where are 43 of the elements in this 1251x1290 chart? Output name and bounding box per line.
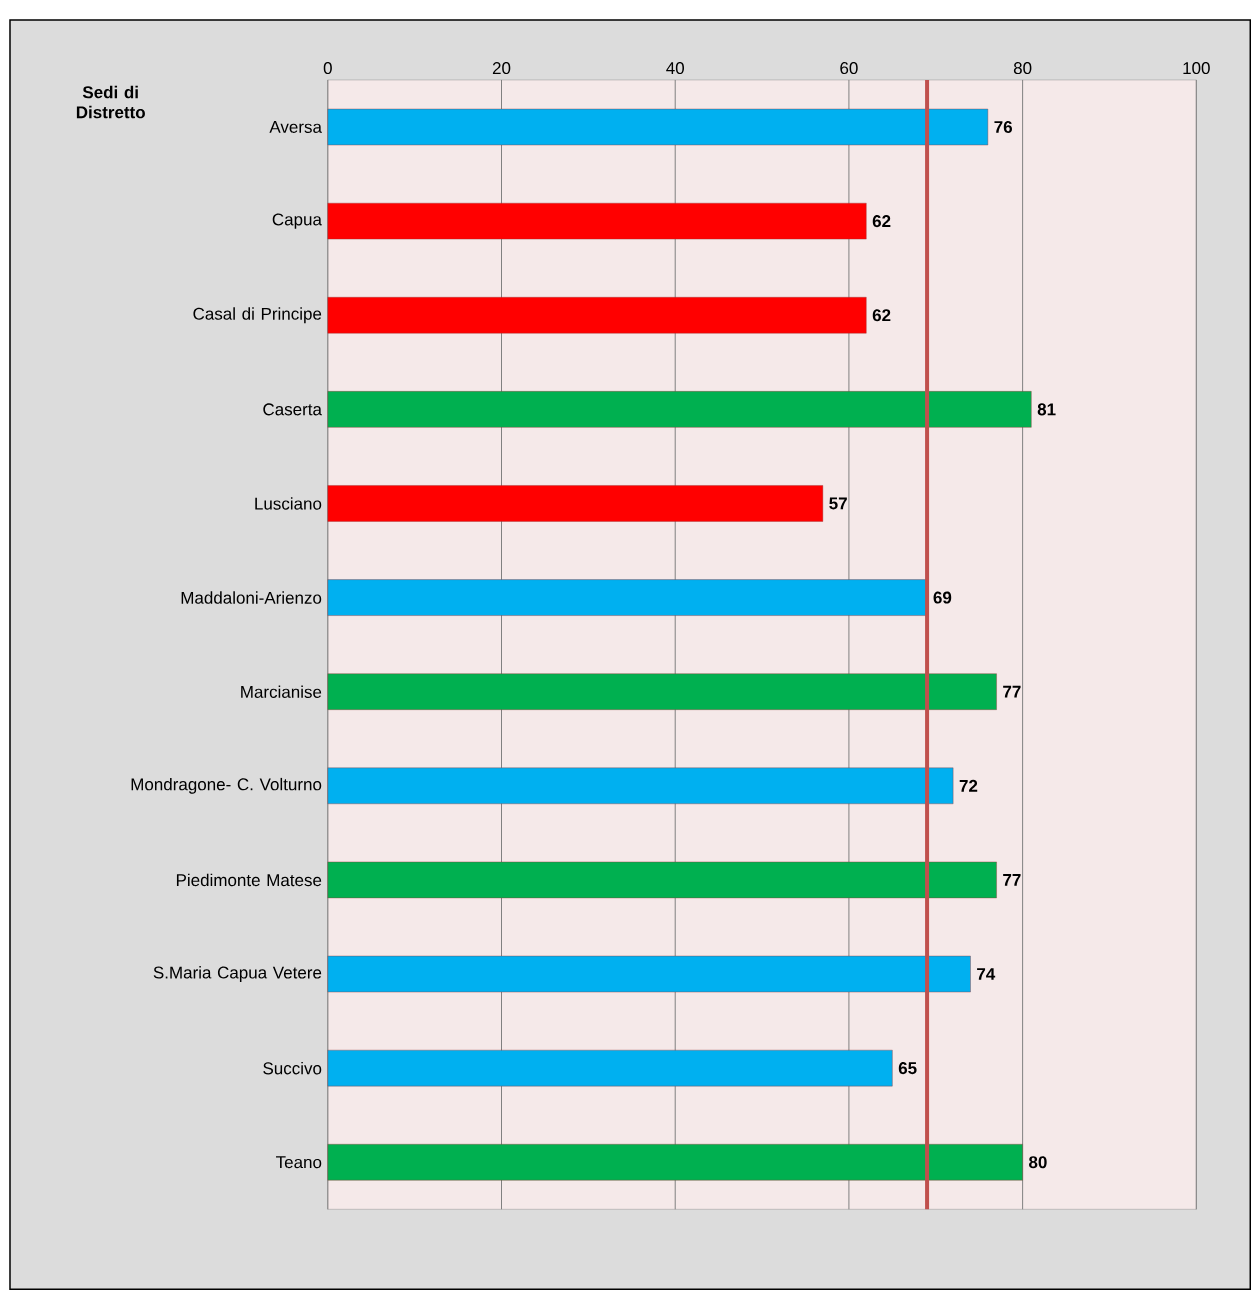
y-tick-label: Aversa — [269, 121, 322, 133]
y-tick-label: Maddaloni-Arienzo — [181, 591, 322, 604]
x-tick-label: 20 — [492, 62, 511, 75]
data-label: 65 — [898, 1062, 917, 1075]
bar — [327, 579, 928, 616]
y-tick-label: Casal di Principe — [193, 307, 322, 324]
x-tick-label: 60 — [840, 62, 858, 75]
y-tick-label: Teano — [276, 1156, 322, 1169]
data-label: 72 — [959, 779, 978, 792]
bar — [327, 391, 1032, 428]
bar — [327, 202, 867, 240]
data-label: 77 — [1003, 874, 1021, 886]
bar — [327, 767, 954, 804]
data-label: 76 — [994, 121, 1013, 134]
y-tick-label: S.Maria Capua Vetere — [153, 966, 322, 982]
y-tick-label: Piedimonte Matese — [176, 873, 322, 887]
y-tick-label: Caserta — [263, 403, 322, 416]
x-tick-label: 100 — [1183, 62, 1210, 75]
y-tick-label: Marcianise — [241, 685, 322, 698]
y-tick-label: Succivo — [263, 1061, 322, 1075]
data-label: 81 — [1037, 403, 1056, 416]
bar — [327, 297, 867, 334]
data-label: 80 — [1029, 1156, 1047, 1169]
bar — [327, 861, 997, 899]
y-tick-label: Lusciano — [255, 497, 322, 510]
data-label: 69 — [933, 591, 952, 604]
x-tick-label: 40 — [666, 62, 684, 75]
x-tick-label: 80 — [1013, 62, 1032, 75]
bar — [327, 1049, 893, 1087]
bar — [327, 485, 824, 522]
bar — [327, 673, 997, 710]
data-label: 77 — [1003, 685, 1021, 698]
bar — [327, 1144, 1023, 1181]
data-label: 57 — [829, 497, 847, 510]
y-tick-label: Capua — [272, 213, 322, 229]
data-label: 62 — [872, 309, 891, 322]
bar — [327, 108, 989, 146]
data-label: 62 — [872, 215, 891, 228]
y-axis-title: Sedi di Distretto — [76, 85, 145, 119]
y-tick-label: Mondragone- C. Volturno — [131, 777, 322, 794]
x-tick-label: 0 — [323, 62, 332, 75]
data-label: 74 — [977, 968, 996, 980]
bar — [327, 955, 971, 993]
